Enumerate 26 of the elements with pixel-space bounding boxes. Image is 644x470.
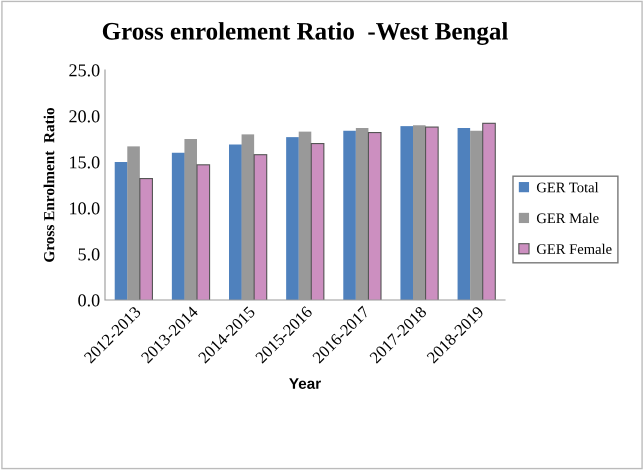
x-axis-title: Year	[289, 378, 321, 389]
y-tick-label: 5.0	[78, 248, 100, 261]
y-tick-label: 0.0	[78, 294, 100, 307]
y-tick-label: 15.0	[70, 156, 100, 169]
bar	[425, 126, 439, 300]
legend-label: GER Male	[536, 212, 599, 224]
y-tick-label: 25.0	[69, 64, 100, 77]
bar	[254, 154, 268, 300]
legend-label: GER Female	[536, 244, 612, 254]
bar	[286, 137, 299, 300]
bar	[172, 152, 184, 300]
bar	[368, 132, 382, 300]
bar	[139, 178, 153, 300]
bar	[343, 130, 356, 300]
bar	[400, 126, 413, 300]
y-tick-label: 10.0	[70, 202, 100, 215]
bar	[114, 162, 128, 300]
y-axis-title: Gross Enrolment Ratio	[44, 108, 54, 262]
legend-label: GER Total	[536, 182, 598, 192]
bar	[458, 128, 470, 300]
chart-title: Gross enrolement Ratio -West Bengal	[102, 22, 508, 45]
y-tick-label: 20.0	[69, 110, 100, 123]
bar	[229, 144, 242, 300]
bar	[196, 164, 210, 300]
bar	[310, 143, 324, 300]
bar	[482, 122, 496, 300]
